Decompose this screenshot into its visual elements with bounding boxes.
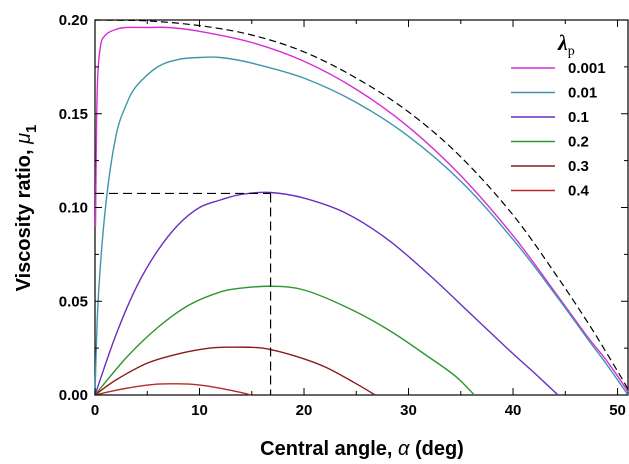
y-tick-label: 0.10	[59, 200, 88, 217]
y-axis-title: Viscosity ratio, μ1	[13, 125, 40, 292]
series-line-0.01	[94, 56, 629, 396]
y-axis-title-prefix: Viscosity ratio,	[13, 144, 35, 291]
x-axis-title-prefix: Central angle,	[260, 438, 398, 460]
series-line-0.4	[94, 383, 251, 396]
legend-title-symbol: λ	[557, 30, 568, 55]
x-tick-label: 10	[191, 402, 208, 419]
x-tick-label: 0	[91, 402, 99, 419]
tick-labels: 0 10 20 30 40 50 0.00 0.05 0.10 0.15 0.20	[59, 12, 626, 419]
envelope-dashed-line	[94, 19, 629, 390]
legend: λp 0.001 0.01 0.1 0.2 0.3 0.4	[511, 30, 606, 200]
legend-label-0.01: 0.01	[568, 85, 597, 102]
curves-layer	[94, 19, 629, 396]
x-tick-label: 20	[296, 402, 313, 419]
y-axis-title-subscript: 1	[23, 125, 40, 133]
x-axis-title: Central angle, α (deg)	[260, 438, 464, 460]
axis-ticks	[94, 19, 628, 396]
legend-title: λp	[557, 30, 575, 59]
x-tick-label: 30	[400, 402, 417, 419]
guide-lines	[95, 192, 272, 395]
legend-label-0.1: 0.1	[568, 109, 589, 126]
legend-label-0.4: 0.4	[568, 183, 590, 200]
x-tick-label: 50	[609, 402, 626, 419]
x-axis-title-symbol: α	[398, 438, 410, 460]
legend-title-subscript: p	[568, 44, 575, 59]
legend-label-0.3: 0.3	[568, 158, 589, 175]
legend-label-0.2: 0.2	[568, 134, 589, 151]
legend-label-0.001: 0.001	[568, 60, 606, 77]
y-axis-title-symbol: μ	[13, 133, 35, 145]
y-tick-label: 0.05	[59, 293, 88, 310]
y-tick-label: 0.15	[59, 106, 88, 123]
series-line-0.2	[94, 285, 475, 396]
series-line-0.1	[94, 191, 559, 396]
series-line-0.001	[94, 26, 629, 393]
y-tick-label: 0.20	[59, 12, 88, 29]
y-tick-label: 0.00	[59, 387, 88, 404]
x-axis-title-suffix: (deg)	[409, 438, 463, 460]
series-line-0.3	[94, 346, 376, 396]
plot-area	[94, 19, 629, 396]
x-tick-label: 40	[505, 402, 522, 419]
